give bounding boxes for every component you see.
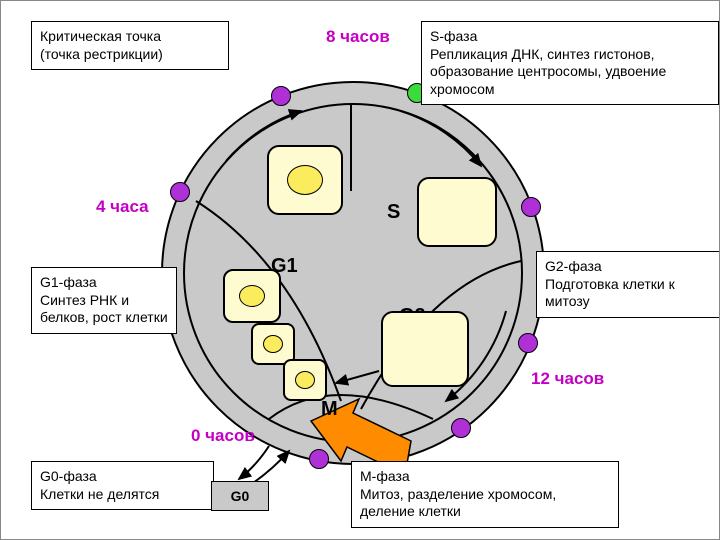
checkpoint-dot bbox=[309, 449, 329, 469]
box-title: G2-фаза bbox=[545, 258, 720, 276]
box-m-phase: М-фаза Митоз, разделение хромосом, делен… bbox=[351, 461, 619, 528]
nucleus-icon bbox=[263, 335, 283, 353]
box-title: М-фаза bbox=[360, 468, 610, 486]
phase-label-s: S bbox=[387, 201, 400, 224]
box-title: G1-фаза bbox=[40, 274, 168, 292]
checkpoint-dot bbox=[271, 86, 291, 106]
cell-g1-large bbox=[267, 145, 343, 215]
time-4h: 4 часа bbox=[96, 197, 149, 217]
box-restriction-point: Критическая точка (точка рестрикции) bbox=[31, 21, 229, 70]
box-body: Синтез РНК и белков, рост клетки bbox=[40, 292, 168, 327]
time-12h: 12 часов bbox=[531, 369, 604, 389]
box-body: Митоз, разделение хромосом, деление клет… bbox=[360, 486, 610, 521]
cell-g1-medium bbox=[223, 269, 281, 323]
checkpoint-dot bbox=[451, 418, 471, 438]
cell-g1-small-2 bbox=[283, 359, 327, 401]
cell-g2-phase bbox=[381, 311, 469, 387]
box-g0-phase: G0-фаза Клетки не делятся bbox=[31, 461, 214, 510]
nucleus-icon bbox=[287, 165, 323, 195]
box-title: G0-фаза bbox=[40, 468, 205, 486]
checkpoint-dot bbox=[521, 197, 541, 217]
box-line: (точка рестрикции) bbox=[40, 46, 220, 64]
box-title: Критическая точка bbox=[40, 28, 220, 46]
checkpoint-dot bbox=[170, 182, 190, 202]
box-g1-phase: G1-фаза Синтез РНК и белков, рост клетки bbox=[31, 267, 177, 334]
cell-s-phase bbox=[417, 177, 497, 247]
box-title: S-фаза bbox=[430, 28, 710, 46]
g0-label-box: G0 bbox=[211, 481, 269, 511]
box-s-phase: S-фаза Репликация ДНК, синтез гистонов, … bbox=[421, 21, 719, 105]
checkpoint-dot bbox=[518, 333, 538, 353]
nucleus-icon bbox=[239, 285, 265, 307]
time-8h: 8 часов bbox=[326, 27, 390, 47]
diagram-canvas: S G1 G2 M 0 часов 4 часа 8 часов 12 часо… bbox=[0, 0, 720, 540]
box-body: Клетки не делятся bbox=[40, 486, 205, 504]
nucleus-icon bbox=[295, 371, 315, 389]
box-g2-phase: G2-фаза Подготовка клетки к митозу bbox=[536, 251, 720, 318]
phase-label-m: M bbox=[321, 398, 338, 421]
box-body: Репликация ДНК, синтез гистонов, образов… bbox=[430, 46, 710, 99]
box-body: Подготовка клетки к митозу bbox=[545, 276, 720, 311]
time-0h: 0 часов bbox=[191, 426, 255, 446]
